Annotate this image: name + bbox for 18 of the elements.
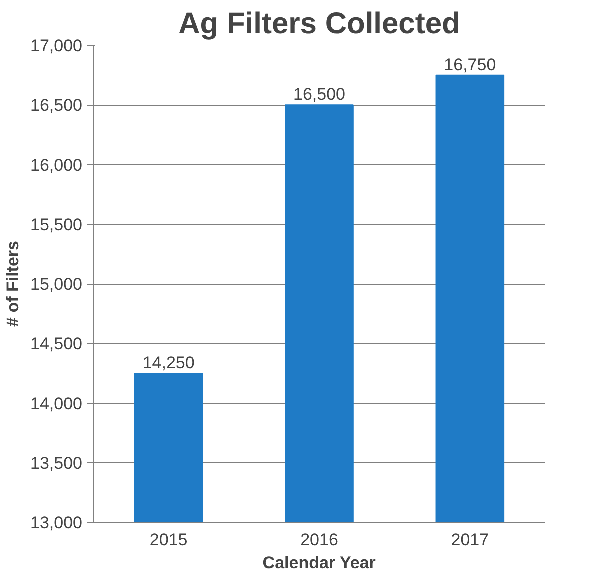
- y-tick-label: 16,000: [30, 156, 83, 175]
- x-tick-label: 2016: [300, 530, 338, 550]
- x-tick-label: 2015: [150, 530, 188, 550]
- y-axis-title: # of Filters: [4, 241, 23, 327]
- y-tick-label: 15,000: [30, 275, 83, 294]
- data-label: 16,500: [294, 85, 346, 104]
- y-tick-label: 16,500: [30, 96, 83, 116]
- chart-title: Ag Filters Collected: [178, 8, 460, 40]
- y-tick-label: 13,500: [30, 454, 83, 473]
- data-label: 14,250: [142, 353, 195, 372]
- y-tick-label: 14,000: [30, 394, 83, 414]
- x-tick-label: 2017: [451, 530, 490, 550]
- y-tick-label: 17,000: [30, 36, 83, 56]
- x-axis-title: Calendar Year: [262, 554, 376, 572]
- data-label: 16,750: [444, 55, 496, 74]
- y-tick-label: 14,500: [30, 334, 83, 354]
- y-tick-label: 13,000: [30, 514, 83, 532]
- y-tick-label: 15,500: [30, 215, 83, 234]
